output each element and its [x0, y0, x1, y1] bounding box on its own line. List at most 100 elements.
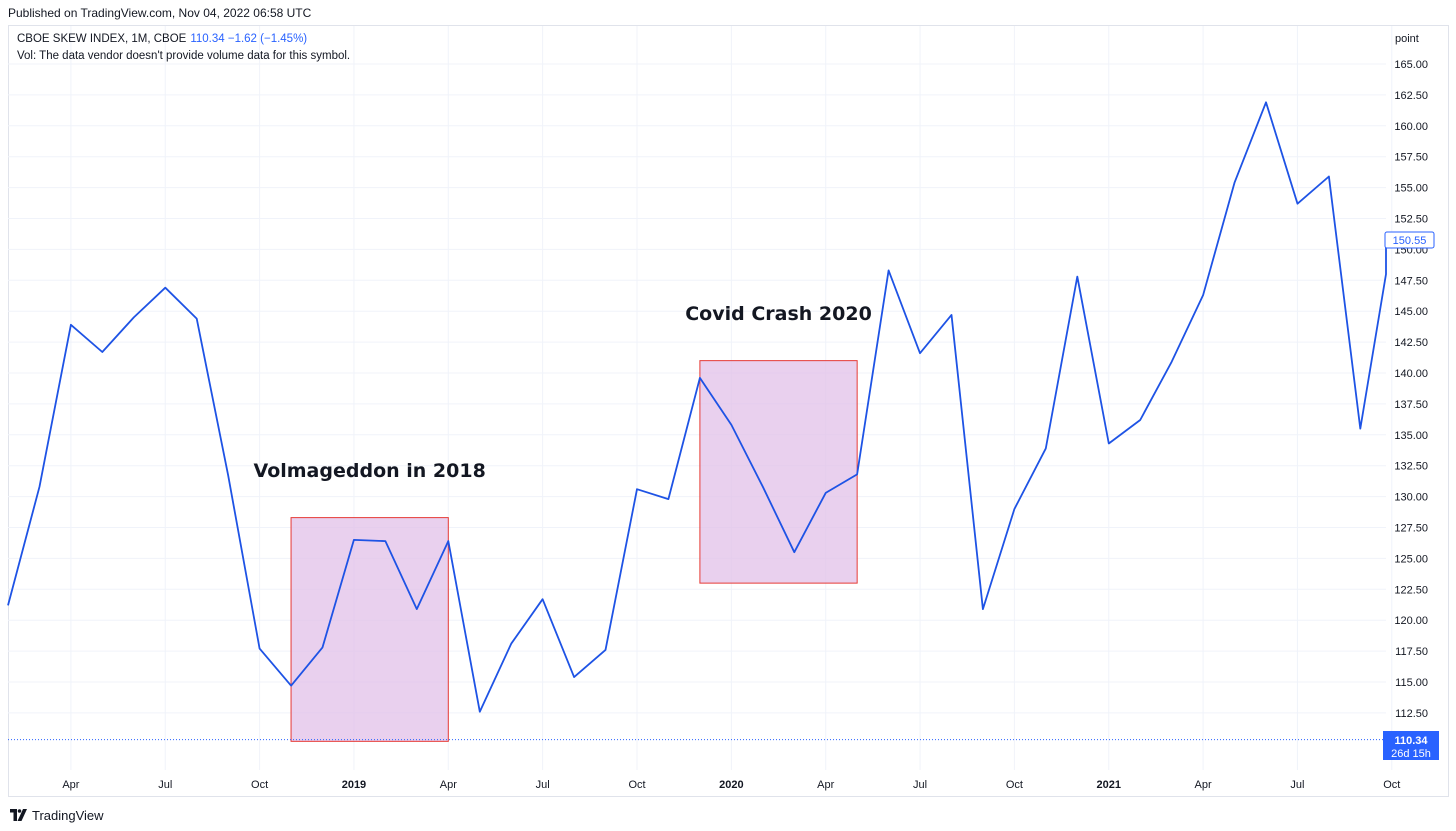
annotation-box[interactable] — [699, 360, 858, 584]
data-point — [1076, 275, 1078, 277]
price-tick-label: 137.50 — [1394, 399, 1428, 411]
time-tick-label: Jul — [913, 779, 927, 791]
data-point — [133, 316, 135, 318]
data-point — [101, 351, 103, 353]
price-tick-label: 112.50 — [1395, 708, 1428, 720]
grid-lines — [8, 26, 1393, 770]
price-tick-label: 140.00 — [1394, 368, 1428, 380]
last-value-label: 150.55 — [1393, 235, 1427, 247]
data-point — [1170, 361, 1172, 363]
data-point — [510, 642, 512, 644]
price-tick-label: 130.00 — [1394, 492, 1428, 504]
data-point — [604, 649, 606, 651]
data-point — [1233, 181, 1235, 183]
time-tick-label: Apr — [817, 779, 834, 791]
time-tick-label: 2021 — [1097, 779, 1121, 791]
data-point — [479, 710, 481, 712]
price-tick-label: 132.50 — [1394, 461, 1428, 473]
price-tick-label: 165.00 — [1394, 59, 1428, 71]
data-point — [164, 287, 166, 289]
time-tick-label: Oct — [251, 779, 268, 791]
data-point — [887, 269, 889, 271]
legend-volume-note: Vol: The data vendor doesn't provide vol… — [17, 50, 351, 62]
current-price-label: 110.34 — [1394, 735, 1428, 747]
price-axis-unit: point — [1395, 33, 1419, 45]
price-tick-label: 160.00 — [1394, 121, 1428, 133]
price-tick-label: 147.50 — [1394, 275, 1428, 287]
data-point — [1296, 202, 1298, 204]
data-point — [667, 498, 669, 500]
data-point — [1013, 508, 1015, 510]
data-point — [353, 539, 355, 541]
price-tick-label: 157.50 — [1394, 152, 1428, 164]
chart-legend: CBOE SKEW INDEX, 1M, CBOE 110.34 −1.62 (−… — [17, 33, 307, 45]
annotation-box[interactable] — [290, 517, 449, 742]
published-note: Published on TradingView.com, Nov 04, 20… — [8, 6, 312, 20]
price-tick-label: 115.00 — [1395, 677, 1428, 689]
footer-brand[interactable]: TradingView — [10, 806, 104, 824]
data-point — [1328, 175, 1330, 177]
current-price-badge — [1383, 731, 1439, 760]
chart-frame — [8, 25, 1449, 797]
data-point — [793, 551, 795, 553]
data-point — [919, 352, 921, 354]
data-point — [416, 608, 418, 610]
time-axis[interactable]: Apr Jul Oct 2019 Apr Jul Oct 2020 Apr Jul Oct 2021 A… — [62, 779, 1400, 791]
data-point — [227, 474, 229, 476]
time-tick-label: Apr — [62, 779, 79, 791]
time-tick-label: Apr — [440, 779, 457, 791]
time-tick-label: 2020 — [719, 779, 743, 791]
data-point — [258, 647, 260, 649]
data-point — [825, 492, 827, 494]
data-point — [856, 473, 858, 475]
price-badges: 150.55 110.34 26d 15h — [1383, 231, 1439, 760]
series-line[interactable] — [7, 101, 1387, 713]
price-tick-label: 120.00 — [1394, 615, 1428, 627]
data-point — [1045, 447, 1047, 449]
data-point — [384, 540, 386, 542]
price-tick-label: 155.00 — [1394, 183, 1428, 195]
data-point — [321, 646, 323, 648]
data-point — [447, 540, 449, 542]
time-tick-label: Oct — [1006, 779, 1023, 791]
data-point — [762, 486, 764, 488]
data-point — [636, 488, 638, 490]
time-tick-label: Apr — [1195, 779, 1212, 791]
tradingview-logo-icon — [10, 809, 27, 821]
legend-symbol[interactable]: CBOE SKEW INDEX, 1M, CBOE — [17, 33, 187, 45]
data-point — [290, 685, 292, 687]
price-tick-label: 125.00 — [1394, 553, 1428, 565]
data-point — [730, 424, 732, 426]
time-tick-label: 2019 — [342, 779, 366, 791]
data-point — [573, 676, 575, 678]
legend-values: 110.34 −1.62 (−1.45%) — [190, 33, 308, 45]
data-point — [1139, 419, 1141, 421]
price-tick-label: 142.50 — [1394, 337, 1428, 349]
annotation-label[interactable]: Volmageddon in 2018 — [254, 460, 486, 482]
data-point — [1385, 273, 1387, 275]
data-point — [38, 486, 40, 488]
data-point — [1108, 442, 1110, 444]
price-tick-label: 122.50 — [1394, 584, 1428, 596]
data-point — [982, 608, 984, 610]
data-point — [196, 317, 198, 319]
series-layer — [7, 101, 1387, 713]
annotation-boxes — [290, 360, 858, 742]
time-tick-label: Jul — [536, 779, 550, 791]
price-tick-label: 162.50 — [1394, 90, 1428, 102]
footer-brand-label: TradingView — [32, 807, 104, 823]
data-point — [541, 598, 543, 600]
data-point — [950, 314, 952, 316]
price-tick-label: 135.00 — [1394, 430, 1428, 442]
data-point — [1265, 101, 1267, 103]
price-tick-label: 145.00 — [1394, 306, 1428, 318]
price-axis[interactable]: point 112.50 115.00 117.50 120.00 122.50 125.… — [1394, 33, 1428, 720]
time-tick-label: Jul — [1290, 779, 1304, 791]
time-tick-label: Jul — [158, 779, 172, 791]
data-point — [7, 604, 9, 606]
annotation-label[interactable]: Covid Crash 2020 — [685, 303, 872, 325]
price-tick-label: 127.50 — [1394, 523, 1428, 535]
annotation-labels: Volmageddon in 2018 Covid Crash 2020 — [254, 303, 872, 482]
time-tick-label: Oct — [628, 779, 645, 791]
